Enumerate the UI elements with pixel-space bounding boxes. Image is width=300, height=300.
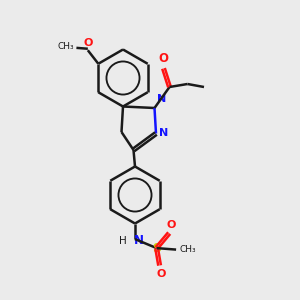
Text: O: O: [156, 269, 166, 279]
Text: S: S: [152, 242, 161, 255]
Text: N: N: [159, 128, 168, 139]
Text: CH₃: CH₃: [58, 42, 74, 51]
Text: O: O: [83, 38, 92, 48]
Text: O: O: [158, 52, 169, 65]
Text: H: H: [119, 236, 127, 246]
Text: CH₃: CH₃: [179, 245, 196, 254]
Text: N: N: [157, 94, 166, 104]
Text: N: N: [134, 234, 143, 247]
Text: O: O: [166, 220, 175, 230]
